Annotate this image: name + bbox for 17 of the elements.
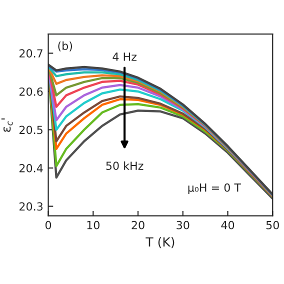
y-tick-label: 20.7 bbox=[19, 49, 42, 58]
y-tick-label: 20.4 bbox=[19, 164, 43, 172]
x-tick-label: 20 bbox=[132, 220, 144, 230]
x-tick-label: 10 bbox=[87, 220, 100, 230]
annotation: 50 kHz bbox=[106, 161, 144, 170]
x-axis-title: T (K) bbox=[146, 237, 174, 248]
y-tick-label: 20.5 bbox=[19, 126, 42, 134]
y-tick-label: 20.6 bbox=[19, 87, 43, 96]
x-tick-label: 40 bbox=[221, 220, 234, 230]
x-tick-label: 0 bbox=[45, 220, 52, 230]
x-tick-label: 50 bbox=[266, 220, 279, 230]
annotation: 4 Hz bbox=[112, 52, 136, 61]
x-tick-label: 30 bbox=[176, 220, 190, 230]
annotation: (b) bbox=[58, 41, 72, 52]
y-axis-title: ε$_{c}$' bbox=[1, 118, 13, 132]
annotation: μ₀H = 0 T bbox=[188, 183, 242, 194]
y-tick-label: 20.3 bbox=[19, 202, 43, 211]
